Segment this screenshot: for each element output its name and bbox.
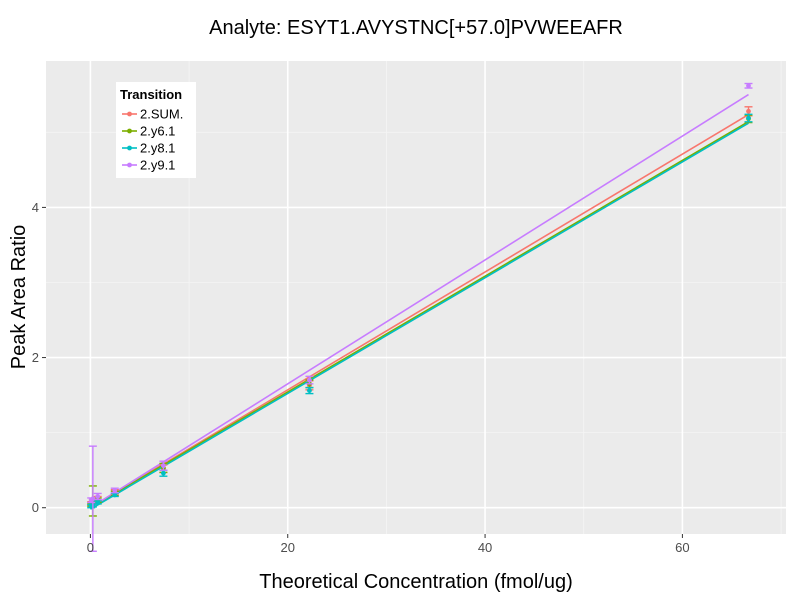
legend-key-point	[127, 111, 132, 117]
legend-label: 2.y9.1	[140, 158, 175, 173]
x-tick-label: 0	[87, 540, 94, 555]
legend-title: Transition	[120, 87, 182, 102]
data-point	[746, 83, 751, 89]
fit-line	[89, 113, 749, 509]
y-axis-title: Peak Area Ratio	[8, 225, 30, 370]
y-axis-ticks: 0 2 4	[32, 200, 46, 515]
data-point	[112, 488, 118, 493]
data-point	[161, 463, 166, 469]
x-axis-ticks: 0 20 40 60	[87, 534, 690, 555]
fit-line	[89, 93, 749, 509]
data-point	[746, 115, 751, 121]
data-point	[161, 470, 166, 476]
data-point	[112, 492, 118, 498]
y-tick-label: 4	[32, 200, 39, 215]
data-point	[307, 388, 312, 393]
data-point	[307, 377, 312, 383]
chart-title: Analyte: ESYT1.AVYSTNC[+57.0]PVWEEAFR	[209, 17, 623, 39]
data-points	[87, 82, 753, 552]
y-tick-label: 2	[32, 350, 39, 365]
data-point	[95, 494, 101, 499]
legend-label: 2.y6.1	[140, 124, 175, 139]
legend-label: 2.y8.1	[140, 141, 175, 156]
legend-label: 2.SUM.	[140, 107, 183, 122]
legend-key-point	[127, 162, 132, 168]
x-tick-label: 60	[675, 540, 689, 555]
data-point	[95, 500, 101, 505]
fit-line	[89, 120, 749, 509]
legend-key-point	[127, 128, 132, 134]
x-tick-label: 40	[478, 540, 492, 555]
legend-items: 2.SUM. 2.y6.1 2.y8.1 2.y9.1	[122, 107, 183, 173]
regression-lines	[89, 93, 749, 510]
y-tick-label: 0	[32, 500, 39, 515]
legend: Transition 2.SUM. 2.y6.1 2.y8.1 2.y9.1	[116, 82, 196, 178]
data-point	[90, 496, 96, 502]
data-point	[746, 108, 751, 114]
x-tick-label: 20	[280, 540, 294, 555]
grid-lines	[46, 61, 786, 534]
fit-line	[89, 122, 749, 510]
legend-key-point	[127, 145, 132, 151]
x-axis-title: Theoretical Concentration (fmol/ug)	[259, 571, 572, 593]
